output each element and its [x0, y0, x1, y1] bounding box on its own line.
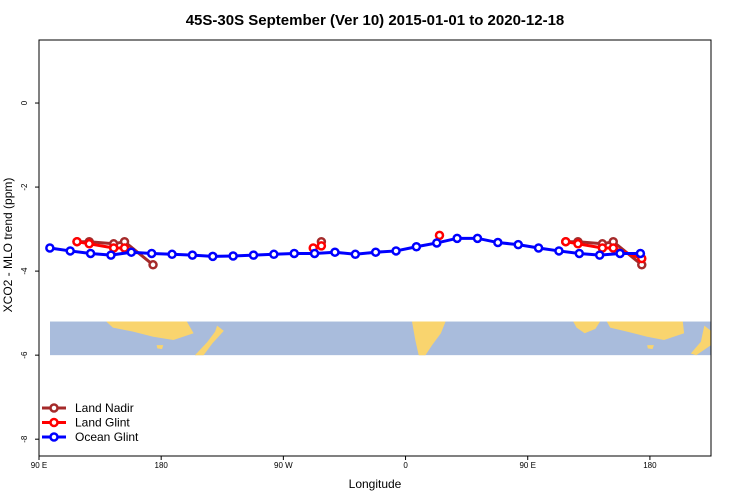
- map-strip: [50, 321, 711, 356]
- data-point: [316, 241, 327, 251]
- data-point: [228, 251, 238, 261]
- data-point: [513, 239, 523, 250]
- x-tick-label: 90 E: [519, 461, 535, 470]
- data-point: [208, 251, 218, 262]
- data-point: [472, 233, 483, 244]
- data-point: [72, 236, 82, 247]
- x-axis-label: Longitude: [349, 477, 402, 491]
- data-point: [84, 239, 94, 249]
- data-point: [350, 249, 361, 260]
- data-point: [573, 239, 583, 249]
- data-point: [119, 243, 130, 253]
- legend-item: Ocean Glint: [42, 430, 139, 444]
- data-point: [126, 247, 137, 257]
- data-point: [452, 233, 462, 244]
- y-tick-label: -2: [20, 183, 29, 191]
- data-point: [330, 247, 340, 257]
- map-landmasses: [106, 321, 711, 356]
- landmass-6: [412, 321, 446, 356]
- y-axis-label: XCO2 - MLO trend (ppm): [1, 178, 15, 313]
- data-point: [45, 243, 55, 253]
- data-point: [65, 246, 75, 256]
- plot-frame: [38, 39, 712, 457]
- chart-title: 45S-30S September (Ver 10) 2015-01-01 to…: [186, 12, 565, 29]
- series-line: [49, 236, 641, 258]
- legend-label: Land Glint: [75, 416, 130, 430]
- x-tick-label: 180: [643, 461, 657, 470]
- data-point: [187, 250, 198, 260]
- legend-item: Land Glint: [42, 416, 130, 430]
- legend-label: Land Nadir: [75, 401, 134, 415]
- data-point: [411, 241, 422, 252]
- data-point: [615, 248, 625, 259]
- data-point: [533, 243, 544, 253]
- landmass-1: [606, 321, 685, 340]
- data-point: [594, 250, 605, 260]
- data-point: [167, 249, 177, 260]
- x-tick-label: 90 W: [274, 461, 293, 470]
- data-point: [148, 260, 158, 270]
- landmass-3: [647, 345, 654, 350]
- x-tick-label: 180: [155, 461, 169, 470]
- data-point: [554, 246, 564, 256]
- data-point: [289, 248, 299, 259]
- landmass-4: [194, 325, 224, 356]
- data-point: [370, 247, 381, 257]
- x-tick-label: 90 E: [31, 461, 47, 470]
- data-point: [574, 248, 585, 259]
- y-tick-label: -8: [20, 435, 29, 443]
- data-point: [432, 238, 442, 248]
- x-axis: 90 E 180 90 W 0 90 E 180: [31, 456, 657, 470]
- legend-swatch-marker: [49, 403, 59, 413]
- data-point: [106, 250, 116, 260]
- series-line: [76, 240, 125, 250]
- data-point: [635, 248, 646, 259]
- y-tick-label: 0: [20, 100, 29, 105]
- data-point: [434, 230, 445, 241]
- landmass-0: [106, 321, 194, 340]
- landmass-5: [690, 325, 711, 356]
- data-point: [248, 250, 259, 260]
- legend-item: Land Nadir: [42, 401, 134, 415]
- data-point: [608, 243, 619, 253]
- legend-swatch-marker: [49, 432, 59, 442]
- landmass-7: [573, 321, 601, 334]
- data-point: [309, 248, 320, 259]
- data-point: [391, 246, 401, 256]
- landmass-2: [156, 345, 164, 350]
- data-point: [146, 248, 157, 259]
- data-point: [493, 237, 503, 248]
- legend-label: Ocean Glint: [75, 430, 139, 444]
- data-point: [269, 249, 279, 260]
- series-ocean-glint: [45, 233, 646, 262]
- y-axis: 0 -2 -4 -6 -8: [20, 100, 39, 443]
- y-tick-label: -4: [20, 267, 29, 275]
- y-tick-label: -6: [20, 351, 29, 359]
- x-tick-label: 0: [403, 461, 408, 470]
- series-layer: [45, 230, 647, 270]
- legend-swatch-marker: [49, 417, 59, 428]
- data-point: [85, 248, 96, 259]
- data-point: [560, 236, 571, 247]
